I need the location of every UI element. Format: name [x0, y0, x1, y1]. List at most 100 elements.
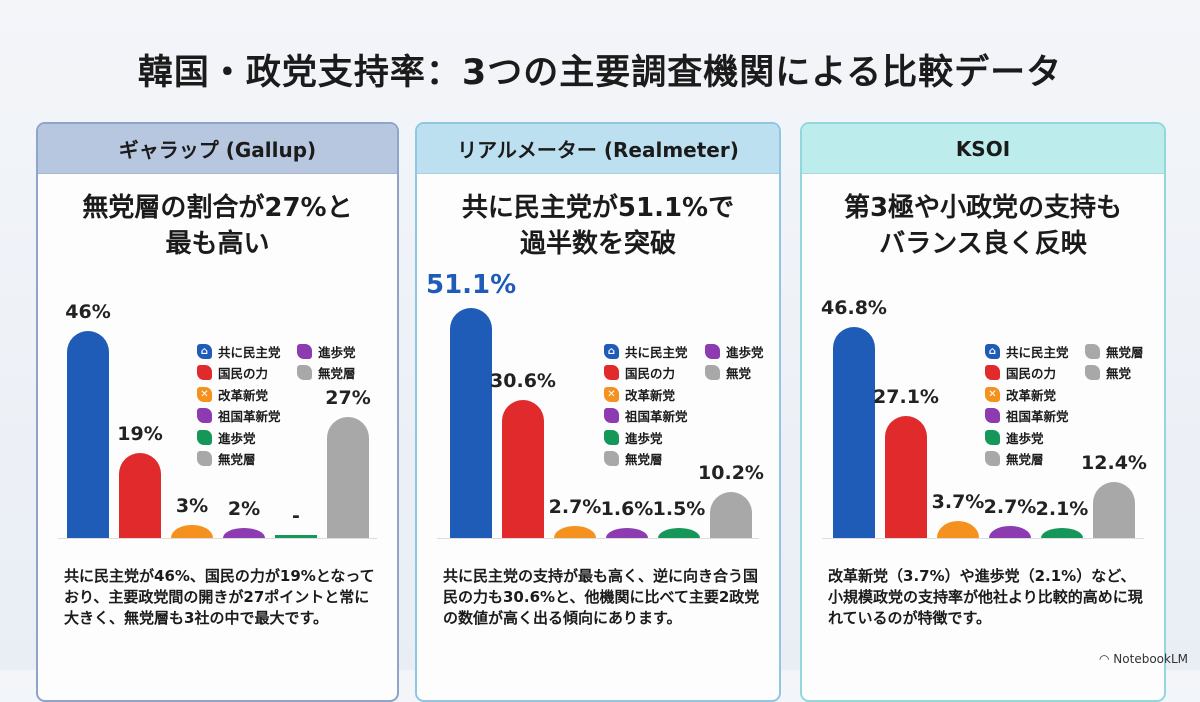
legend-label: 無党層 — [1106, 344, 1144, 360]
value-label: 12.4% — [1081, 452, 1147, 475]
bar-5 — [1093, 482, 1135, 538]
legend-item: 進歩党 — [705, 342, 764, 360]
legend-item: 無党層 — [297, 364, 356, 382]
legend-swatch-icon — [985, 429, 1000, 445]
legend-swatch-icon — [197, 365, 212, 380]
legend-label: 共に民主党 — [1006, 344, 1069, 360]
subtitle-line: 共に民主党が51.1%で — [461, 193, 735, 223]
subtitle-line: 無党層の割合が27%と — [82, 193, 353, 223]
legend-swatch-icon — [985, 408, 1000, 423]
house-icon: ⌂ — [985, 343, 1000, 359]
bar-1 — [885, 416, 927, 538]
legend-item: ✕ 改革新党 — [604, 385, 675, 403]
value-label: 2.7% — [983, 495, 1037, 518]
bar-0 — [833, 327, 875, 538]
legend-label: 共に民主党 — [625, 344, 688, 360]
bar-3 — [606, 528, 648, 538]
legend-swatch-icon — [297, 365, 312, 380]
legend-swatch-icon — [705, 343, 720, 359]
legend-swatch-icon — [604, 408, 619, 423]
legend-label: 祖国革新党 — [218, 409, 281, 424]
panel-2: KSOI 第3極や小政党の支持も バランス良く反映 46.8% 27.1% 3.7% 2… — [800, 122, 1166, 702]
bar-chart: 46.8% 27.1% 3.7% 2.7% 2.1% 12.4% — [802, 124, 1164, 564]
bar-4 — [1041, 528, 1083, 538]
legend-swatch-icon — [985, 451, 1000, 466]
legend-item: 進歩党 — [297, 342, 356, 360]
panel-1: リアルメーター (Realmeter) 共に民主党が51.1%で 過半数を突破 5… — [415, 122, 781, 702]
legend-label: 無党 — [726, 366, 752, 381]
panel-header: リアルメーター (Realmeter) — [417, 124, 779, 174]
bar-2 — [554, 525, 596, 538]
house-icon: ⌂ — [197, 343, 212, 359]
value-label: 10.2% — [698, 462, 764, 485]
bar-4 — [658, 528, 700, 538]
bar-1 — [502, 400, 544, 538]
legend-label: 国民の力 — [218, 366, 269, 381]
legend-label: 祖国革新党 — [625, 409, 688, 424]
value-label: 27% — [325, 386, 371, 409]
legend-label: 進歩党 — [218, 430, 256, 446]
legend-label: 進歩党 — [625, 430, 663, 446]
value-label: 27.1% — [873, 386, 939, 409]
legend-label: 無党 — [1106, 366, 1132, 381]
legend-label: 進歩党 — [726, 344, 764, 360]
legend-swatch-icon — [1085, 343, 1100, 359]
value-label: - — [292, 505, 300, 527]
panel-header: ギャラップ (Gallup) — [38, 124, 397, 174]
legend-swatch-icon — [197, 429, 212, 445]
legend-label: 国民の力 — [1006, 366, 1057, 381]
legend-label: 改革新党 — [218, 387, 269, 403]
legend-item: 国民の力 — [985, 364, 1056, 382]
legend-label: 無党層 — [218, 452, 256, 467]
house-icon: ⌂ — [604, 343, 619, 359]
page-title: 韓国・政党支持率：3つの主要調査機関による比較データ — [137, 53, 1063, 93]
panel-note: 改革新党（3.7%）や進歩党（2.1%）など、小規模政党の支持率が他社より比較的… — [828, 567, 1143, 627]
legend-item: ⌂ 共に民主党 — [604, 342, 688, 360]
legend-item: 進歩党 — [985, 428, 1044, 446]
baseline — [437, 538, 759, 539]
panel-0: ギャラップ (Gallup) 無党層の割合が27%と 最も高い 46% 19% 3% 2… — [36, 122, 399, 702]
value-label: 2.1% — [1035, 498, 1089, 520]
legend-item: 無党層 — [604, 450, 663, 468]
subtitle-line: バランス良く反映 — [879, 229, 1087, 259]
legend-label: 進歩党 — [1006, 430, 1044, 446]
value-label: 2.7% — [548, 495, 602, 518]
bar-5 — [327, 416, 369, 538]
legend-item: 祖国革新党 — [197, 407, 281, 425]
legend-item: 無党層 — [985, 450, 1044, 468]
baseline — [58, 538, 377, 539]
bar-5 — [710, 492, 752, 538]
value-label: 30.6% — [490, 370, 556, 393]
value-label: 1.6% — [600, 498, 654, 520]
value-label: 1.5% — [652, 498, 706, 520]
bar-0 — [450, 308, 492, 538]
legend-swatch-icon — [197, 408, 212, 423]
legend-item: 国民の力 — [197, 364, 268, 382]
value-label: 19% — [117, 422, 163, 445]
value-label: 2% — [227, 498, 261, 520]
bar-2 — [937, 521, 979, 538]
bar-chart: 51.1% 30.6% 2.7% 1.6% 1.5% 10.2% — [417, 124, 779, 564]
legend-swatch-icon — [1085, 365, 1100, 380]
panel-subtitle: 共に民主党が51.1%で 過半数を突破 — [417, 190, 779, 262]
baseline — [822, 538, 1144, 539]
notebooklm-logo-icon: ◠ — [1099, 652, 1114, 666]
legend-swatch-icon — [197, 451, 212, 466]
bar-1 — [119, 452, 161, 538]
panel-note: 共に民主党の支持が最も高く、逆に向き合う国民の力も30.6%と、他機関に比べて主… — [443, 567, 760, 627]
notebooklm-brand: ◠ NotebookLM — [1099, 652, 1188, 666]
panel-note: 共に民主党が46%、国民の力が19%となっており、主要政党間の開きが27ポイント… — [64, 567, 375, 627]
value-label: 46% — [65, 301, 111, 323]
legend-item: 祖国革新党 — [985, 407, 1069, 425]
legend-swatch-icon — [705, 365, 720, 380]
legend-item: 祖国革新党 — [604, 407, 688, 425]
legend-item: 国民の力 — [604, 364, 675, 382]
legend-label: 無党層 — [625, 452, 663, 467]
legend-label: 無党層 — [1006, 452, 1044, 467]
legend-label: 無党層 — [318, 366, 356, 381]
legend-label: 改革新党 — [625, 387, 676, 403]
bar-3 — [223, 528, 265, 538]
subtitle-line: 過半数を突破 — [519, 229, 676, 259]
person-icon: ✕ — [197, 386, 212, 402]
legend-item: 無党 — [705, 364, 751, 382]
